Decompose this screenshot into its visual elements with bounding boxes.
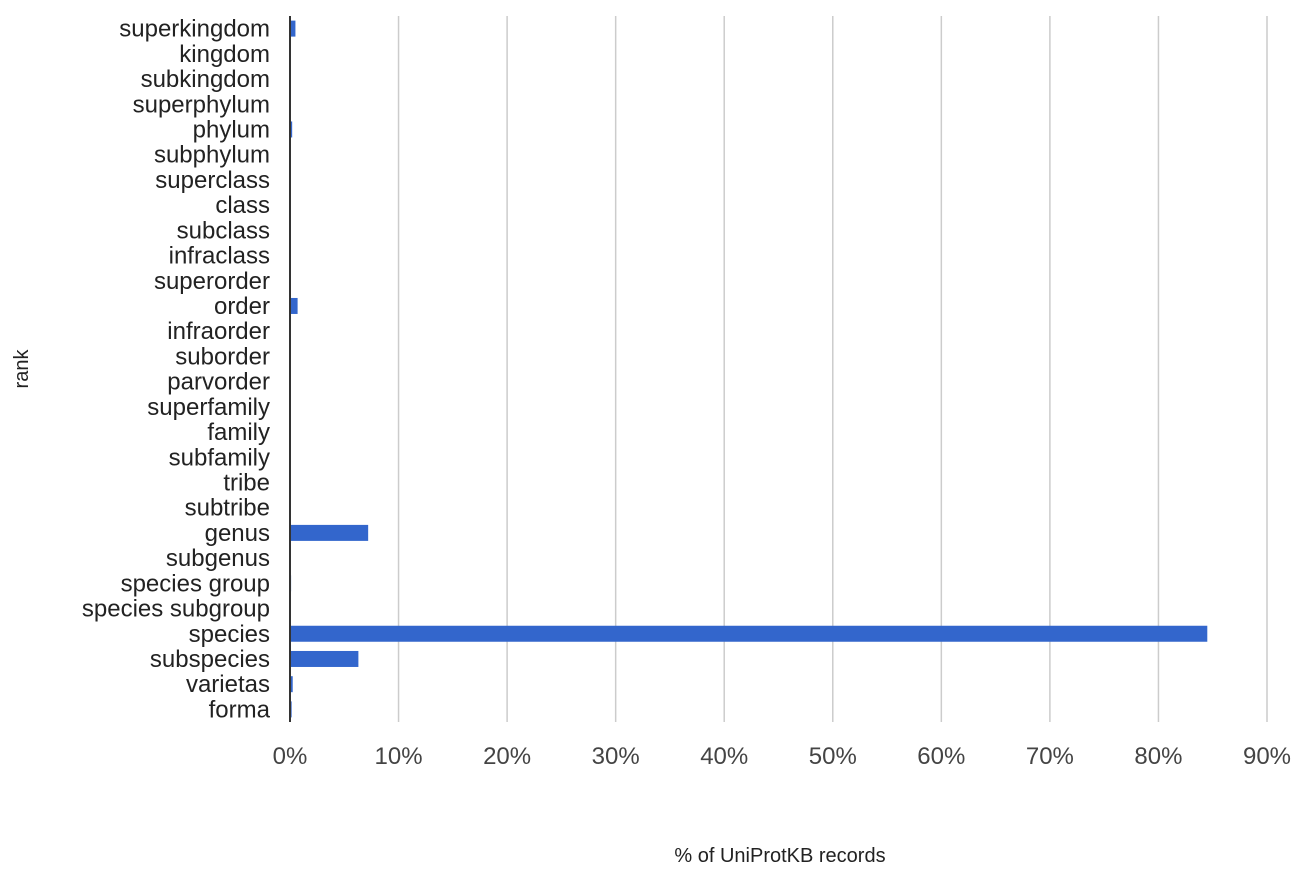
x-axis-title: % of UniProtKB records [674, 845, 885, 867]
x-tick-label: 40% [700, 743, 748, 770]
bars [290, 20, 1208, 718]
x-tick-label: 20% [483, 743, 531, 770]
category-label: subclass [177, 217, 270, 244]
y-axis-title: rank [11, 349, 33, 389]
bar [290, 20, 296, 37]
category-label: subtribe [185, 495, 270, 522]
bar [290, 524, 369, 541]
category-label: class [215, 192, 270, 219]
category-label: superorder [154, 268, 270, 295]
x-tick-label: 80% [1134, 743, 1182, 770]
category-label: phylum [193, 116, 270, 143]
category-labels: superkingdomkingdomsubkingdomsuperphylum… [82, 16, 271, 724]
category-label: species group [121, 570, 270, 597]
category-label: order [214, 293, 270, 320]
bar [290, 121, 293, 138]
category-label: tribe [223, 469, 270, 496]
category-label: subfamily [169, 444, 270, 471]
x-tick-label: 60% [917, 743, 965, 770]
category-label: kingdom [179, 41, 270, 68]
category-label: subkingdom [141, 66, 270, 93]
category-label: subphylum [154, 142, 270, 169]
x-tick-label: 70% [1026, 743, 1074, 770]
category-label: superkingdom [119, 16, 270, 43]
category-label: species subgroup [82, 596, 270, 623]
category-label: infraorder [167, 318, 270, 345]
category-label: subspecies [150, 646, 270, 673]
category-label: superclass [155, 167, 270, 194]
bar [290, 676, 293, 693]
gridlines [397, 16, 1268, 722]
category-label: species [189, 621, 270, 648]
category-label: parvorder [167, 369, 270, 396]
category-label: superfamily [147, 394, 270, 421]
x-tick-label: 10% [375, 743, 423, 770]
x-tick-label: 0% [273, 743, 308, 770]
bar [290, 297, 298, 314]
x-tick-label: 50% [809, 743, 857, 770]
category-label: superphylum [133, 91, 270, 118]
x-tick-labels: 0% 10% 20% 30% 40% 50% 60% 70% 80% 90% [273, 743, 1291, 770]
category-label: forma [209, 696, 271, 723]
bar [290, 625, 1208, 642]
category-label: genus [205, 520, 270, 547]
category-label: subgenus [166, 545, 270, 572]
x-tick-label: 30% [592, 743, 640, 770]
category-label: family [207, 419, 270, 446]
bar [290, 650, 359, 667]
category-label: infraclass [169, 243, 270, 270]
category-label: varietas [186, 671, 270, 698]
x-tick-label: 90% [1243, 743, 1291, 770]
category-label: suborder [175, 343, 270, 370]
